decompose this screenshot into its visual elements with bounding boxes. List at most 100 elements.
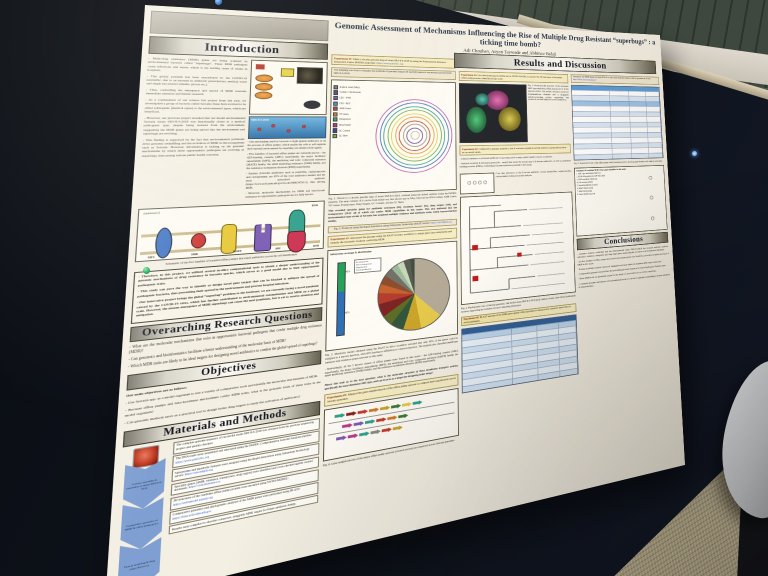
legend-item: CDS - FWD [333, 96, 374, 101]
blast-table-rows [572, 90, 663, 160]
method-chevrons: Genome assembly & annotation of strain S… [117, 465, 166, 576]
experiment-3-text: Used the homology modeling server SWISS-… [461, 73, 562, 80]
gene-arrow [358, 409, 368, 415]
gene-arrow [376, 417, 386, 423]
column-results: Experiment #3: Used the homology modelin… [458, 28, 582, 513]
gene-arrow [391, 403, 401, 409]
targets-list: 1. ABC-type multidrug transporter 2. RND … [576, 171, 637, 197]
beta-lactam-bullet: - Analysis revealed β-lactamase genes (b… [460, 160, 572, 169]
legend-label: VF Genes [339, 113, 348, 116]
flowchart-node [255, 74, 273, 82]
mdr-flowchart-figure [249, 60, 328, 115]
side-bullet: - Five families of bacterial efflux pump… [246, 152, 325, 171]
figure-2-source-link: https://rast.nmpdr.org [431, 220, 452, 225]
chevron-label: Protein modeling & drug target discovery [121, 558, 158, 573]
flowchart-cloud [303, 100, 320, 108]
legend-label: GC Content [339, 129, 350, 132]
gene-arrow [354, 421, 364, 427]
chevron-label: Comparative genomics of MDR & efflux pum… [123, 518, 160, 532]
gene-arrow [393, 425, 403, 431]
flowchart-node [254, 83, 272, 91]
legend-item: Transporters [333, 118, 374, 122]
flowchart-node [255, 64, 264, 69]
gene-arrow [336, 435, 347, 442]
intro-bullet: - However, our previous project revealed… [143, 116, 245, 136]
experiment-4-text: Comparative genome analysis to test if r… [462, 146, 566, 154]
legend-label: Drug Targets [339, 124, 351, 127]
experiment-1-link: https://www.patricbrc.org [376, 61, 403, 65]
gene-arrow [369, 407, 379, 413]
pie-mini-legend: In subsystems Not in subsystems Hypothetic… [354, 257, 381, 273]
gene-arrow [382, 427, 392, 433]
strain-marker-red [472, 245, 478, 251]
strain-marker-red [473, 275, 479, 281]
figure-1-legend: Position Label (Mbp) Contigs / Chromosom… [331, 82, 374, 193]
legend-item: GC Skew [333, 134, 374, 139]
gene-arrow [335, 412, 346, 418]
legend-swatch [333, 123, 338, 127]
mini-legend-item: Non-hypothetical [356, 267, 380, 272]
pump-label: RND [313, 245, 319, 248]
column-experiments-1-2: Experiment #1: Made a circular genome ma… [321, 21, 459, 547]
flowchart-node [254, 91, 272, 99]
legend-swatch [333, 107, 338, 111]
beta-lactam-findings: - Clinical resistance to β-lactam antibi… [460, 155, 572, 171]
pushpin-green [143, 267, 150, 274]
chevron-label: Genome assembly & annotation of strain S… [126, 477, 163, 493]
legend-item: AMR Genes [333, 107, 374, 111]
legend-item: VF Genes [333, 112, 374, 116]
legend-item: CDS - REV [333, 101, 374, 106]
pump-figure-rnd-label: RND [312, 204, 318, 208]
circular-genome-rings [375, 99, 452, 174]
protein-ribbon-teal [475, 93, 489, 105]
intro-bullet: - This global problem has been exacerbat… [146, 74, 247, 87]
gene-arrow [359, 431, 369, 438]
table-row [573, 116, 661, 121]
legend-swatch [333, 128, 338, 132]
colony-dot [271, 124, 275, 127]
pump-label: MATE [233, 250, 242, 253]
figure-4-phylogenetic-tree [460, 191, 576, 305]
bacteria-photo [297, 67, 323, 84]
intro-bullet: - Thus, controlling the emergence and sp… [146, 88, 247, 97]
validation-note: Validation: the MDR genes of strain SRS-… [571, 74, 660, 84]
gene-arrow [402, 401, 412, 407]
srs-strain-figure: SRS-8-S-2018 [248, 116, 327, 139]
table-row [573, 106, 661, 112]
gene-arrow [387, 415, 397, 421]
legend-item: Contigs / Chromosome [333, 90, 374, 95]
gene-arrow [342, 422, 353, 429]
intro-bullet: - As a continuation of our science fair … [144, 98, 246, 114]
figure-3-caption: Fig. 3. Predicted 3D structure of the do… [528, 85, 571, 143]
introduction-bullets: - Multi-drug resistance (MDR) genes are … [138, 56, 247, 206]
drug-targets-panel: Summary of candidate MDR drug targets id… [574, 165, 668, 237]
target-molecule-glyphs: ⌬ ⌬ ⌬ [637, 167, 665, 229]
conclusions-text: - Genomic analysis confirmed that the en… [577, 245, 670, 290]
efflux-side-bullets: - One mechanism used by bacteria to figh… [245, 140, 326, 202]
pump-figure-top-label: (unknown?) [144, 211, 160, 216]
photo-stage: Genomic Assessment of Mechanisms Influen… [0, 0, 768, 576]
legend-swatch [333, 96, 338, 100]
flowchart-node [280, 68, 294, 77]
protein-ribbon-yellow [498, 107, 521, 131]
rnd-pump-bottom [287, 231, 306, 254]
experiment-3-box: Experiment #3: Used the homology modelin… [459, 71, 568, 83]
legend-label: GC Skew [339, 135, 348, 138]
genome-ring [410, 131, 419, 140]
mdr-genes-table [461, 314, 578, 394]
intro-bullet: - Multi-drug resistance (MDR) genes are … [147, 56, 248, 74]
strain-marker-red [517, 252, 521, 256]
legend-swatch [333, 101, 338, 105]
side-bullet: - Further, β-lactam antibiotics such as … [245, 171, 325, 191]
smr-pump [191, 233, 207, 249]
experiment-1-box: Experiment #1: Made a circular genome ma… [331, 54, 455, 68]
side-bullet: - However, molecular mechanisms for MDR … [245, 189, 325, 199]
legend-swatch [333, 134, 338, 138]
validation-note-link: https://blast.ncbi.nlm.nih.gov [573, 78, 597, 81]
legend-label: CDS - FWD [339, 97, 351, 100]
experiment-4-box: Experiment #4: Comparative genome analys… [460, 144, 571, 156]
coverage-bottom-label: 60% [345, 311, 350, 314]
method-steps: The complete genome sequence of our mode… [166, 418, 320, 576]
beta-lactam-structures: ⌬ ⌬ ⌬ ⌬ [460, 172, 495, 194]
subsystem-pie-chart [377, 255, 450, 335]
